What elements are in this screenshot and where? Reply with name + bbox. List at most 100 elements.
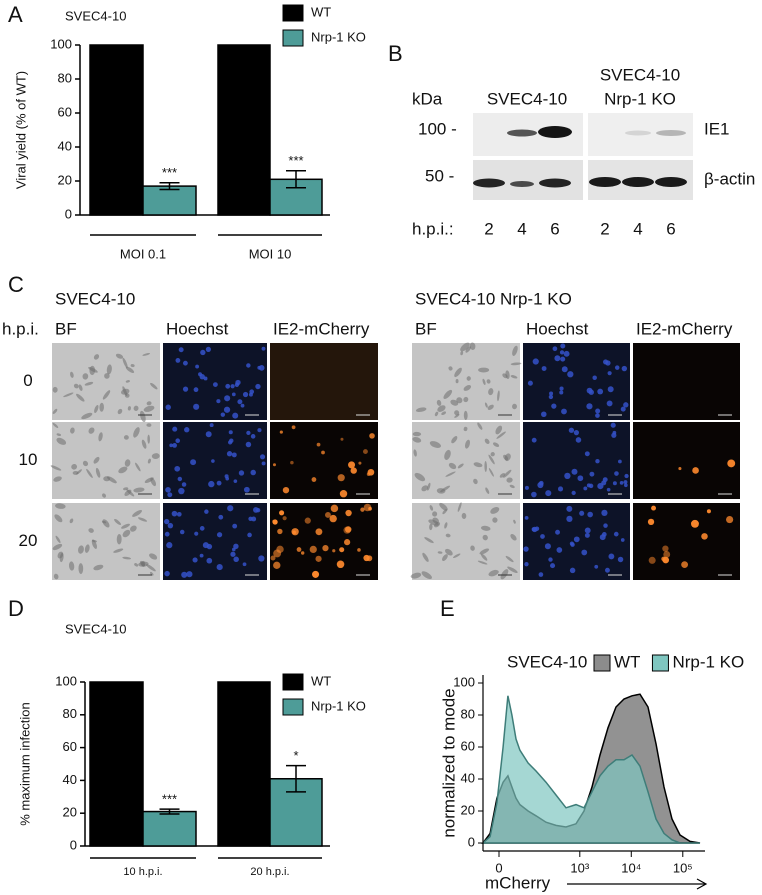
micrograph-background — [412, 343, 520, 420]
cell — [436, 488, 446, 494]
nucleus — [555, 529, 560, 535]
nucleus — [524, 562, 529, 567]
mcherry-cell — [661, 556, 666, 562]
significance-label: * — [293, 748, 298, 763]
cell — [484, 461, 487, 473]
cell — [134, 563, 139, 567]
nucleus — [175, 357, 181, 363]
cell — [146, 564, 156, 572]
nucleus — [559, 350, 565, 355]
nucleus — [175, 438, 181, 444]
nucleus — [567, 371, 574, 378]
cell — [441, 411, 447, 416]
mcherry-cell — [282, 486, 290, 494]
lane-label: 6 — [666, 219, 675, 238]
panel-title: SVEC4-10 — [55, 289, 135, 308]
cell — [68, 561, 75, 571]
mcherry-cell — [311, 477, 317, 482]
nucleus — [597, 483, 604, 490]
nucleus — [184, 427, 190, 433]
y-axis-label: Viral yield (% of WT) — [13, 71, 28, 189]
cell — [500, 569, 509, 580]
nucleus — [216, 564, 223, 571]
mw-marker: 100 - — [418, 119, 457, 138]
cell — [470, 545, 475, 551]
nucleus — [586, 403, 593, 410]
band — [622, 177, 654, 187]
mcherry-cell — [332, 549, 336, 553]
legend-swatch — [282, 698, 304, 716]
nucleus — [227, 440, 233, 445]
cell — [125, 380, 130, 383]
y-tick-label: 0 — [70, 837, 77, 852]
nucleus — [612, 481, 617, 486]
nucleus — [220, 412, 226, 417]
cell — [460, 342, 470, 352]
chart-title: SVEC4-10 — [507, 652, 587, 671]
cell — [410, 572, 422, 579]
cell — [98, 432, 103, 442]
mcherry-cell — [272, 519, 278, 525]
cell — [143, 405, 155, 412]
cell — [94, 404, 99, 413]
cell — [127, 406, 131, 411]
cell — [496, 431, 506, 439]
mcherry-cell — [368, 506, 372, 511]
cell — [455, 378, 459, 384]
x-axis-arrowhead — [696, 878, 708, 890]
blot-group: Nrp-1 KO — [604, 89, 676, 108]
legend-label: Nrp-1 KO — [672, 652, 744, 671]
nucleus — [524, 485, 529, 490]
nucleus — [261, 461, 266, 466]
nucleus — [595, 459, 600, 464]
nucleus — [257, 428, 262, 433]
cell — [124, 489, 132, 497]
nucleus — [551, 403, 557, 409]
mcherry-cell — [329, 514, 337, 523]
nucleus — [550, 563, 556, 569]
nucleus — [624, 473, 629, 479]
mcherry-cell — [304, 517, 311, 524]
mcherry-cell — [330, 504, 339, 513]
nucleus — [588, 483, 594, 489]
nucleus — [192, 557, 198, 563]
cell — [50, 465, 62, 471]
y-tick-label: 60 — [58, 104, 72, 119]
legend-swatch — [282, 673, 304, 691]
nucleus — [559, 390, 564, 395]
micrograph — [523, 422, 630, 499]
nucleus — [569, 567, 576, 574]
lane-label: 2 — [600, 219, 609, 238]
nucleus — [595, 408, 601, 414]
cell — [434, 522, 441, 528]
nucleus — [618, 459, 622, 464]
cell — [118, 466, 128, 474]
bar — [89, 681, 144, 847]
cell — [133, 405, 139, 411]
row-label: 20 — [19, 531, 38, 550]
cell — [485, 487, 490, 494]
band — [538, 126, 572, 138]
x-tick-label: 20 h.p.i. — [250, 866, 289, 878]
micrograph-background — [163, 422, 267, 499]
nucleus — [621, 365, 628, 372]
cell — [82, 460, 89, 467]
nucleus — [206, 543, 213, 550]
cell — [150, 477, 157, 487]
cell — [448, 366, 453, 371]
mcherry-cell — [344, 539, 351, 546]
legend-label: WT — [311, 4, 331, 19]
cell — [122, 529, 131, 538]
nucleus — [216, 480, 222, 486]
nucleus — [259, 454, 266, 460]
band — [655, 177, 687, 187]
cell — [104, 373, 110, 379]
y-tick-label: 40 — [63, 772, 77, 787]
micrograph — [523, 343, 630, 420]
nucleus — [608, 553, 615, 560]
mcherry-cell — [315, 528, 323, 536]
cell — [102, 390, 111, 400]
cell — [461, 512, 467, 519]
cell — [150, 571, 154, 576]
